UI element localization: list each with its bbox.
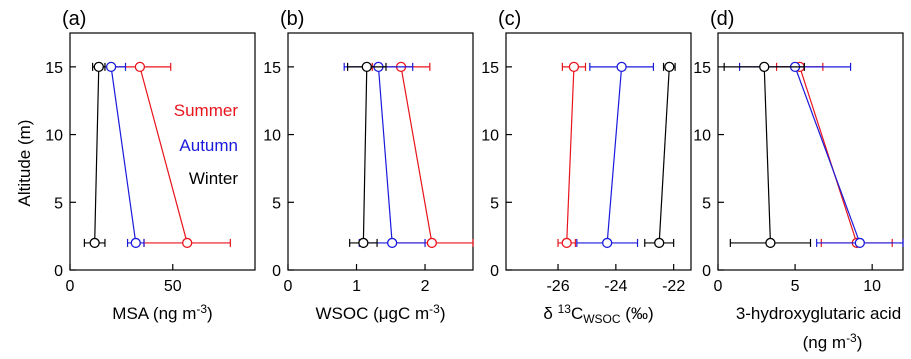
x-axis-title: δ 13CWSOC (‰)	[543, 302, 653, 326]
data-point	[568, 61, 580, 73]
x-axis-title: 3-hydroxyglutaric acid	[736, 304, 901, 323]
series-line	[400, 66, 433, 244]
y-tick-label: 10	[481, 128, 499, 145]
data-point	[358, 237, 369, 249]
x-tick-label: 0	[66, 278, 75, 295]
x-tick-label: 2	[421, 278, 430, 295]
panel-label: (c)	[498, 8, 521, 30]
x-tick-label: 0	[714, 278, 723, 295]
y-tick-label: 0	[54, 263, 63, 280]
x-tick-label: 1	[352, 278, 361, 295]
panel-d: 0 5 10 15 0 5 10 (d) 3-hydroxyglutaric acid (ng m…	[693, 8, 904, 352]
series-autumn	[96, 61, 145, 249]
legend-item-winter: Winter	[189, 169, 238, 188]
y-tick-label: 0	[272, 263, 281, 280]
x-tick-label: -22	[662, 278, 685, 295]
plot-frame	[717, 32, 904, 271]
series-line	[566, 66, 575, 243]
series-line	[658, 66, 670, 243]
y-tick-label: 5	[272, 195, 281, 212]
series-winter	[83, 61, 106, 249]
data-point	[561, 237, 572, 249]
data-point	[130, 237, 141, 249]
series-line	[94, 66, 100, 243]
series-autumn	[738, 61, 904, 249]
y-tick-label: 10	[693, 128, 711, 145]
data-point	[654, 237, 665, 249]
data-point	[105, 61, 117, 73]
series-summer	[775, 61, 893, 249]
data-point	[134, 61, 146, 73]
data-point	[89, 237, 100, 249]
series-summer	[557, 61, 587, 249]
x-axis-title-line2: (ng m-3)	[803, 331, 863, 352]
data-point	[386, 237, 398, 249]
panel-a: 0 5 10 15 0 50 (a) MSA (ng m-3)	[45, 8, 256, 323]
y-tick-label: 15	[693, 60, 711, 77]
x-tick-label: -26	[546, 278, 569, 295]
data-point	[616, 61, 627, 73]
y-tick-label: 0	[702, 263, 711, 280]
y-tick-label: 15	[45, 60, 63, 77]
y-tick-label: 15	[481, 60, 499, 77]
series-line	[377, 66, 393, 243]
legend: Summer Autumn Winter	[174, 101, 239, 188]
y-tick-label: 5	[702, 195, 711, 212]
series-line	[139, 66, 188, 244]
data-point	[182, 237, 193, 249]
panel-label: (d)	[710, 8, 734, 30]
plot-frame	[69, 32, 256, 271]
data-point	[765, 237, 776, 249]
plot-frame	[505, 32, 692, 271]
series-line	[763, 66, 772, 243]
data-point	[602, 237, 613, 249]
data-point	[426, 237, 438, 249]
x-tick-label: 50	[164, 278, 182, 295]
y-tick-label: 5	[54, 195, 63, 212]
series-line	[794, 66, 861, 244]
legend-item-summer: Summer	[174, 101, 239, 120]
y-tick-label: 15	[263, 60, 281, 77]
data-point	[854, 237, 865, 249]
series-autumn	[576, 61, 655, 249]
data-point	[361, 61, 372, 73]
x-tick-label: 0	[284, 278, 293, 295]
data-point	[664, 61, 675, 73]
data-point	[759, 61, 770, 73]
y-tick-label: 5	[490, 195, 499, 212]
series-line	[110, 66, 137, 243]
series-winter	[723, 61, 812, 249]
series-winter	[644, 61, 676, 249]
y-tick-label: 10	[45, 128, 63, 145]
y-tick-label: 0	[490, 263, 499, 280]
x-axis-title: MSA (ng m-3)	[112, 302, 212, 323]
plot-frame	[287, 32, 474, 271]
series-summer	[108, 61, 231, 249]
series-line	[362, 66, 368, 243]
series-autumn	[343, 61, 426, 249]
panel-label: (a)	[62, 8, 86, 30]
series-line	[606, 66, 623, 243]
data-point	[93, 61, 104, 73]
x-tick-label: -24	[604, 278, 627, 295]
series-line	[799, 66, 858, 244]
series-summer	[371, 61, 474, 249]
panel-c: 0 5 10 15 -26 -24 -22 (c) δ 13CWSOC (‰)	[481, 8, 692, 326]
panel-b: 0 5 10 15 0 1 2 (b) WSOC (μgC m-3)	[263, 8, 474, 323]
y-axis-title: Altitude (m)	[15, 120, 34, 207]
legend-item-autumn: Autumn	[179, 136, 238, 155]
x-tick-label: 10	[863, 278, 881, 295]
x-tick-label: 5	[791, 278, 800, 295]
x-axis-title: WSOC (μgC m-3)	[315, 302, 445, 323]
y-tick-label: 10	[263, 128, 281, 145]
panel-label: (b)	[280, 8, 304, 30]
series-winter	[347, 61, 387, 249]
